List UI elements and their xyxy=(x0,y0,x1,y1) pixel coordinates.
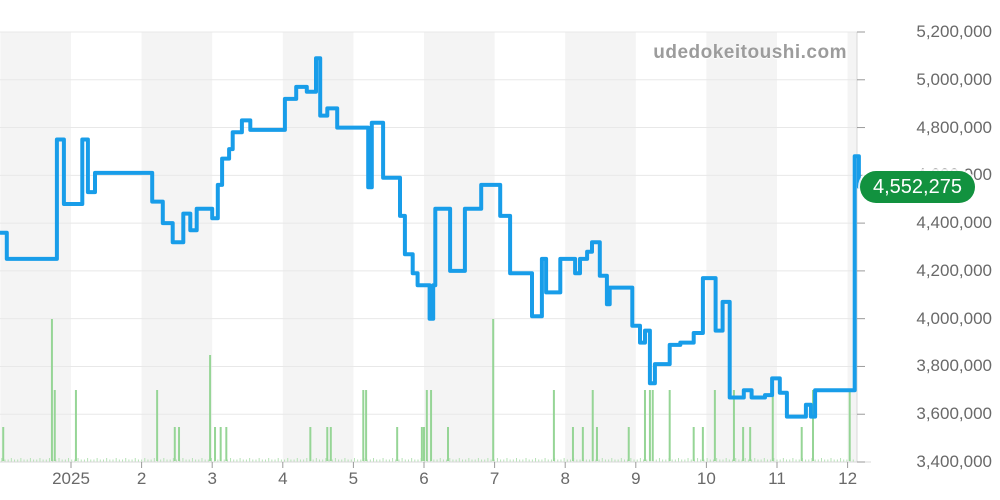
y-axis-label: 4,200,000 xyxy=(916,260,992,280)
y-axis-label: 4,800,000 xyxy=(916,117,992,137)
watermark: udedokeitoushi.com xyxy=(653,42,847,63)
y-axis-label: 3,600,000 xyxy=(916,404,992,424)
price-line xyxy=(0,56,861,419)
x-axis-label: 11 xyxy=(768,469,786,488)
x-axis-label: 12 xyxy=(838,469,858,488)
y-axis-label: 4,000,000 xyxy=(916,308,992,328)
x-axis-label: 9 xyxy=(631,469,641,488)
month-stripe xyxy=(282,32,354,462)
month-stripe xyxy=(141,32,213,462)
month-stripe xyxy=(706,32,777,462)
y-axis-label: 5,200,000 xyxy=(916,22,992,41)
current-price-badge: 4,552,275 xyxy=(860,171,975,203)
y-axis-label: 3,800,000 xyxy=(916,356,992,376)
x-axis-label: 2025 xyxy=(52,469,90,488)
month-stripe xyxy=(0,32,71,462)
y-axis-label: 5,000,000 xyxy=(916,69,992,89)
x-axis-label: 2 xyxy=(136,469,147,488)
x-axis-label: 5 xyxy=(348,469,359,488)
x-axis-label: 7 xyxy=(489,469,500,488)
x-axis-label: 6 xyxy=(419,469,429,488)
x-axis-label: 3 xyxy=(207,469,217,488)
x-axis-label: 8 xyxy=(560,469,570,488)
x-axis-label: 4 xyxy=(278,469,288,488)
x-axis-label: 10 xyxy=(696,469,716,488)
y-axis-label: 4,400,000 xyxy=(916,213,992,233)
y-axis-label: 3,400,000 xyxy=(916,452,992,471)
month-stripe xyxy=(847,32,857,462)
